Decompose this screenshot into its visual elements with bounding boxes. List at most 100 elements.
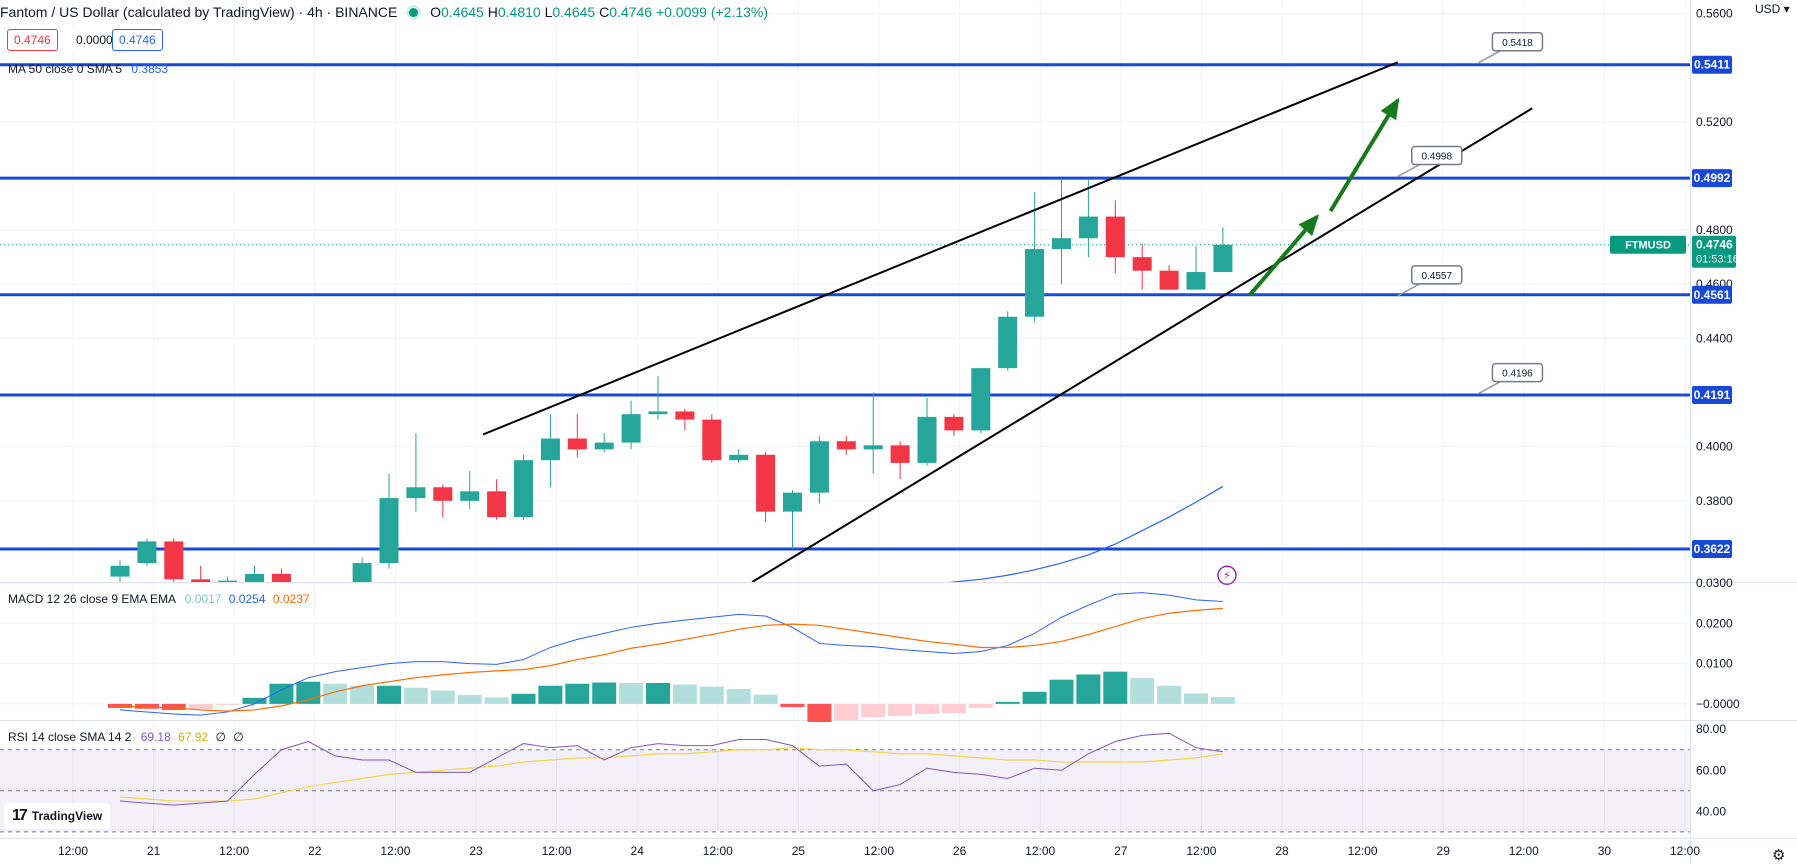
time-axis-tick: 29 bbox=[1437, 844, 1451, 858]
ma-label: MA 50 close 0 SMA 5 bbox=[8, 62, 123, 76]
candle-down bbox=[756, 454, 776, 512]
time-axis-tick: 12:00 bbox=[380, 844, 410, 858]
callout-pointer bbox=[1397, 163, 1421, 178]
candle-down bbox=[191, 579, 211, 582]
ma-legend[interactable]: MA 50 close 0 SMA 5 0.3853 bbox=[8, 62, 168, 76]
macd-histogram-bar bbox=[1049, 679, 1074, 704]
time-axis-tick: 24 bbox=[631, 844, 645, 858]
macd-histogram-bar bbox=[511, 693, 536, 704]
currency-selector[interactable]: USD ▾ bbox=[1755, 2, 1790, 16]
macd-histogram-bar bbox=[538, 685, 563, 704]
macd-histogram-bar bbox=[1076, 674, 1101, 704]
ohlc-high: H0.4810 bbox=[487, 4, 541, 20]
macd-histogram-bar bbox=[134, 703, 159, 709]
symbol-tag bbox=[1610, 235, 1686, 254]
ma50-line bbox=[947, 485, 1224, 582]
candle-up bbox=[218, 580, 238, 582]
lightning-icon bbox=[1217, 565, 1237, 585]
time-axis-tick: 12:00 bbox=[1670, 844, 1700, 858]
price-axis-tick: 0.4800 bbox=[1696, 223, 1733, 237]
macd-histogram-bar bbox=[915, 703, 939, 714]
candle-up bbox=[1025, 249, 1045, 317]
candle-down bbox=[164, 541, 184, 580]
time-axis-tick: 22 bbox=[308, 844, 322, 858]
candle-down bbox=[1132, 257, 1152, 271]
trendline bbox=[482, 61, 1399, 436]
time-axis-tick: 12:00 bbox=[219, 844, 249, 858]
candle-down bbox=[890, 445, 910, 463]
trendline bbox=[751, 107, 1533, 582]
time-axis-tick: 12:00 bbox=[864, 844, 894, 858]
macd-signal-line bbox=[119, 607, 1223, 712]
rsi-sma-value: 67.92 bbox=[178, 730, 209, 744]
arrow-head-icon bbox=[1380, 97, 1400, 121]
price-axis-tick: 0.4000 bbox=[1696, 440, 1733, 454]
settings-gear-icon[interactable]: ⚙ bbox=[1772, 847, 1786, 864]
macd-histogram-bar bbox=[565, 683, 590, 704]
sell-button[interactable]: 0.4746 bbox=[7, 29, 58, 51]
price-change: +0.0099 (+2.13%) bbox=[655, 4, 769, 20]
time-axis-tick: 27 bbox=[1114, 844, 1128, 858]
macd-histogram-bar bbox=[968, 703, 993, 708]
time-axis-tick: 25 bbox=[792, 844, 806, 858]
currency-label: USD bbox=[1755, 2, 1781, 16]
price-axis-tick: 0.3800 bbox=[1696, 494, 1733, 508]
macd-legend[interactable]: MACD 12 26 close 9 EMA EMA 0.0017 0.0254… bbox=[8, 592, 310, 606]
macd-histogram-bar bbox=[269, 683, 294, 704]
macd-histogram-bar bbox=[1022, 691, 1047, 704]
callout-box bbox=[1491, 362, 1544, 383]
candle-up bbox=[137, 541, 157, 564]
price-axis-tick: 0.5200 bbox=[1696, 115, 1733, 129]
ohlc-open: O0.4645 bbox=[430, 4, 484, 20]
candle-up bbox=[245, 573, 264, 582]
callout-label: 0.4196 bbox=[1502, 369, 1533, 380]
candle-up bbox=[1186, 272, 1206, 290]
rsi-legend[interactable]: RSI 14 close SMA 14 2 69.18 67.92 ∅ ∅ bbox=[8, 730, 244, 744]
candle-down bbox=[567, 438, 587, 450]
spread-value: 0.0000 bbox=[69, 29, 120, 51]
candle-up bbox=[783, 492, 802, 512]
macd-histogram-bar bbox=[377, 685, 401, 704]
macd-axis-tick: 0.0300 bbox=[1696, 576, 1733, 590]
macd-histogram-bar bbox=[726, 688, 751, 704]
current-price-tag bbox=[1692, 235, 1736, 268]
macd-line bbox=[119, 592, 1223, 716]
macd-label: MACD 12 26 close 9 EMA EMA bbox=[8, 592, 176, 606]
price-line-tag bbox=[1692, 539, 1732, 558]
time-axis-tick: 28 bbox=[1275, 844, 1289, 858]
callout-label: 0.4998 bbox=[1421, 151, 1452, 162]
candle-up bbox=[729, 454, 749, 461]
price-line-tag-label: 0.3622 bbox=[1694, 542, 1731, 556]
time-axis-tick: 12:00 bbox=[58, 844, 88, 858]
callout-pointer bbox=[1397, 283, 1421, 297]
callout-pointer bbox=[1478, 50, 1501, 64]
macd-axis-tick: 0.0200 bbox=[1696, 616, 1733, 630]
macd-histogram-bar bbox=[161, 703, 186, 710]
time-axis-tick: 12:00 bbox=[542, 844, 572, 858]
tradingview-logo[interactable]: 17 TradingView bbox=[4, 803, 111, 829]
macd-histogram-bar bbox=[861, 703, 886, 718]
price-line-tag bbox=[1692, 169, 1732, 188]
buy-button[interactable]: 0.4746 bbox=[112, 29, 163, 51]
current-price-value: 0.4746 bbox=[1696, 238, 1733, 252]
time-axis-tick: 23 bbox=[469, 844, 483, 858]
candle-up bbox=[1078, 216, 1098, 239]
candle-down bbox=[326, 601, 345, 606]
macd-histogram-bar bbox=[242, 697, 267, 704]
arrow-head-icon bbox=[1298, 214, 1320, 237]
candle-up bbox=[352, 563, 372, 582]
time-axis-tick: 12:00 bbox=[1348, 844, 1378, 858]
price-axis-tick: 0.5600 bbox=[1696, 7, 1733, 21]
price-line-tag-label: 0.5411 bbox=[1694, 58, 1730, 72]
callout-box bbox=[1491, 32, 1544, 52]
candle-up bbox=[917, 416, 937, 463]
lightning-glyph: ⚡ bbox=[1223, 569, 1231, 582]
macd-histogram-bar bbox=[646, 682, 670, 704]
candle-up bbox=[621, 414, 641, 443]
candle-down bbox=[433, 487, 453, 501]
macd-histogram-bar bbox=[592, 682, 617, 704]
candle-up bbox=[998, 316, 1018, 369]
rsi-axis-tick: 40.00 bbox=[1696, 804, 1726, 818]
rsi-empty-1: ∅ bbox=[215, 730, 226, 744]
